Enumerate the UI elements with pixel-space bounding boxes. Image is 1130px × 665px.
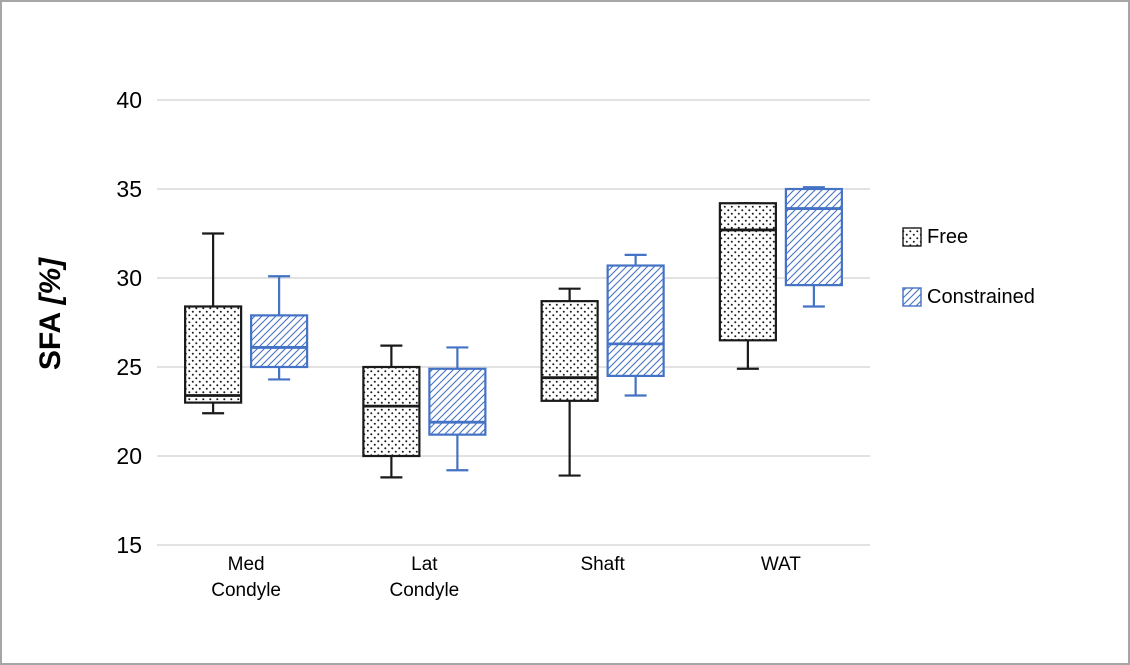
y-tick-label: 20 [116,443,142,469]
legend-swatch-free [902,227,922,247]
box-constrained-1 [428,346,487,472]
x-category-label: Lat [411,554,438,575]
box-free-2 [540,287,599,477]
iqr-box [250,314,309,369]
y-tick-label: 25 [116,354,142,380]
iqr-box [606,264,665,378]
x-category-label: Shaft [580,554,625,575]
x-category-label: Condyle [211,580,281,601]
y-tick-label: 40 [116,87,142,113]
iqr-box [428,367,487,436]
x-category-label: Condyle [390,580,460,601]
y-tick-label: 35 [116,176,142,202]
iqr-box [784,187,843,287]
iqr-box [718,202,777,342]
y-axis-title: SFA [%] [34,257,67,370]
y-axis-title-main: SFA [34,305,67,371]
box-constrained-0 [250,275,309,381]
y-tick-label: 30 [116,265,142,291]
legend-label-constrained: Constrained [927,286,1035,308]
box-constrained-2 [606,253,665,397]
legend-label-free: Free [927,226,968,248]
box-free-1 [362,344,421,479]
iqr-box [362,365,421,458]
box-constrained-3 [784,186,843,308]
legend-swatch-constrained [902,287,922,307]
box-free-0 [184,232,243,415]
x-category-label: Med [228,554,265,575]
y-tick-label: 15 [116,532,142,558]
iqr-box [184,305,243,404]
x-category-label: WAT [761,554,801,575]
iqr-box [540,300,599,402]
box-free-3 [718,202,777,370]
y-axis-title-unit: [%] [34,257,67,306]
